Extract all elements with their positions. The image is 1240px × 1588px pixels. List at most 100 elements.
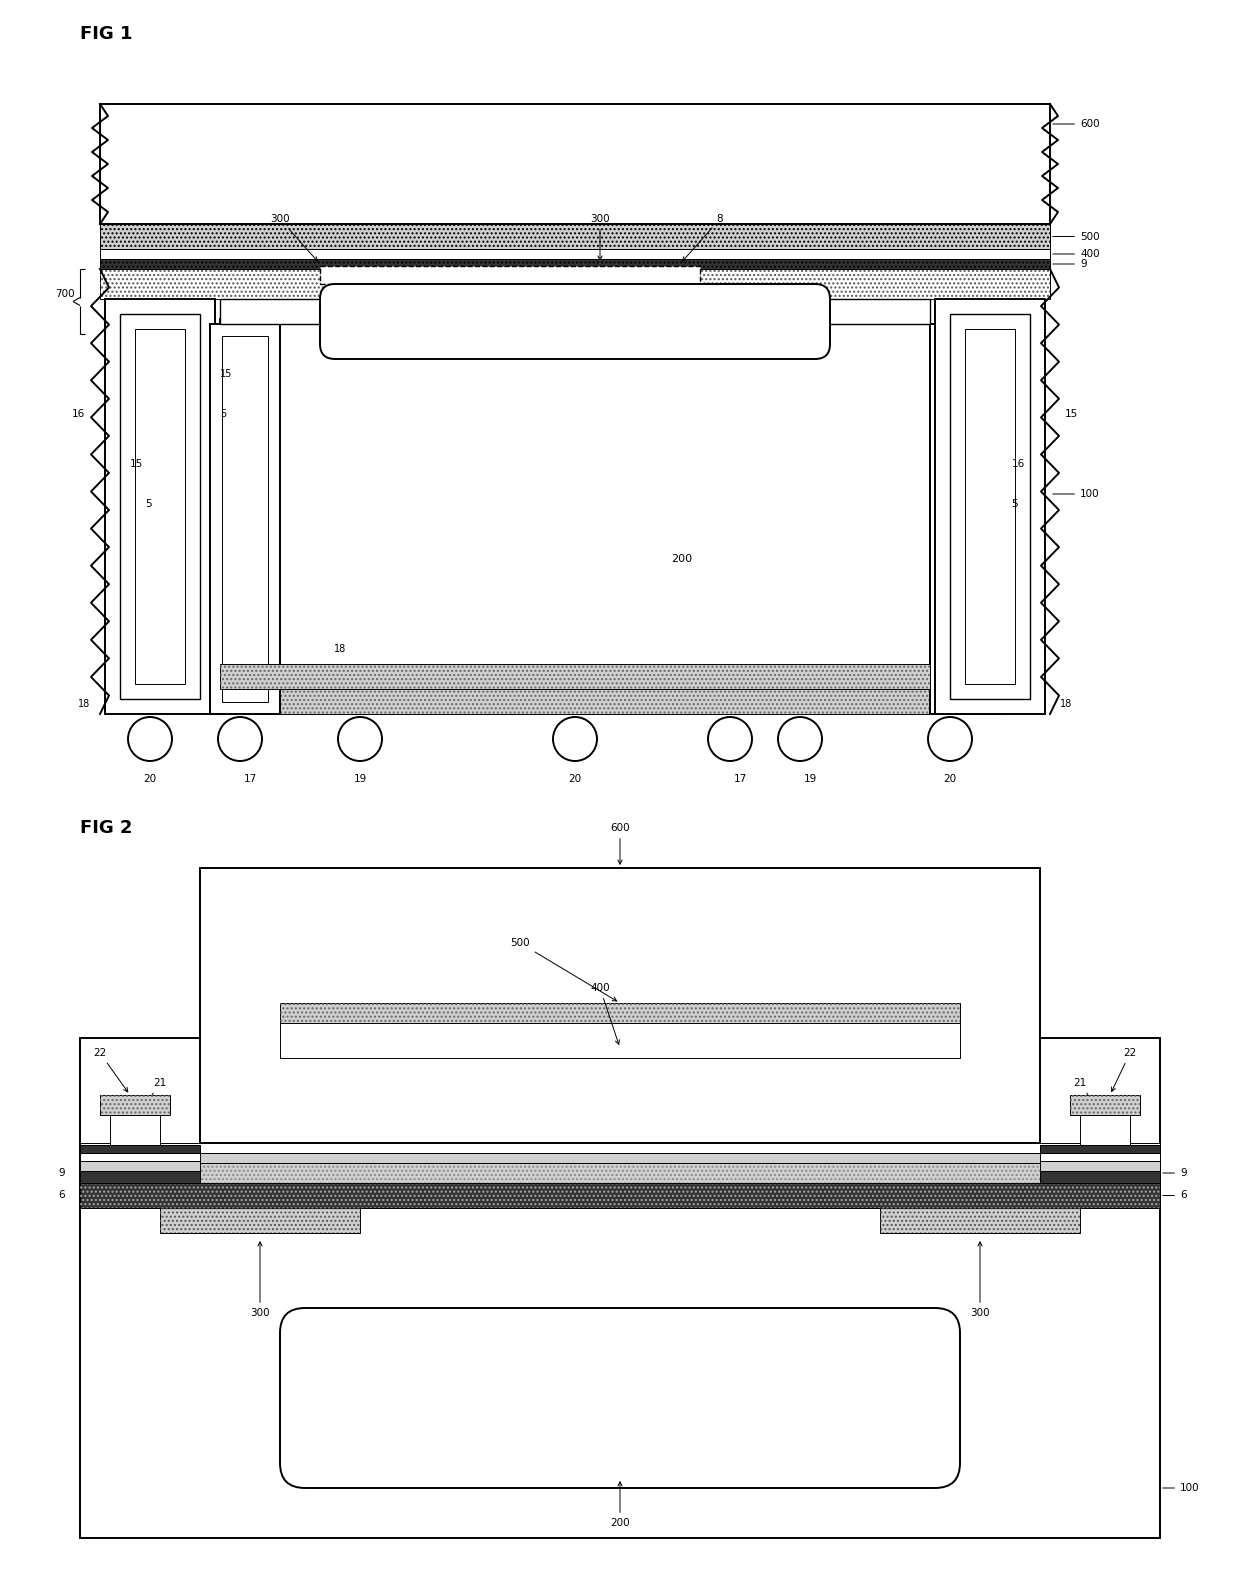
- Text: 9: 9: [1053, 259, 1086, 268]
- Bar: [1040, 1153, 1159, 1161]
- Circle shape: [128, 718, 172, 761]
- Text: 5: 5: [1012, 499, 1018, 510]
- Bar: [219, 664, 930, 689]
- Text: 210: 210: [531, 672, 549, 681]
- Bar: [935, 299, 1045, 715]
- Text: 22: 22: [93, 1048, 128, 1093]
- Text: 22: 22: [1111, 1048, 1137, 1091]
- Text: 9: 9: [1163, 1169, 1187, 1178]
- Bar: [81, 1039, 1159, 1539]
- Text: 17: 17: [243, 773, 257, 784]
- Text: 300: 300: [970, 1242, 990, 1318]
- FancyBboxPatch shape: [280, 1309, 960, 1488]
- Bar: [280, 1023, 960, 1058]
- Text: 400: 400: [1053, 249, 1100, 259]
- Text: 100: 100: [1163, 1483, 1199, 1493]
- Text: 600: 600: [610, 823, 630, 864]
- Bar: [219, 689, 930, 715]
- Text: 18: 18: [78, 699, 91, 708]
- Bar: [1070, 1096, 1140, 1115]
- Text: 12: 12: [284, 672, 296, 681]
- Bar: [200, 869, 1040, 1143]
- Circle shape: [928, 718, 972, 761]
- Text: 15: 15: [1065, 410, 1079, 419]
- Bar: [81, 1170, 200, 1183]
- Text: 13: 13: [568, 316, 582, 327]
- Bar: [81, 1183, 1159, 1208]
- Text: 15: 15: [219, 368, 232, 380]
- Bar: [100, 259, 1050, 268]
- Circle shape: [339, 718, 382, 761]
- Text: 700: 700: [56, 289, 74, 299]
- Text: 16: 16: [959, 310, 971, 319]
- Bar: [81, 1153, 1159, 1162]
- Text: 16: 16: [72, 410, 86, 419]
- Bar: [320, 267, 701, 284]
- Text: 200: 200: [671, 554, 692, 564]
- Circle shape: [708, 718, 751, 761]
- Text: 6: 6: [58, 1191, 64, 1201]
- Text: 18: 18: [334, 645, 346, 654]
- Circle shape: [218, 718, 262, 761]
- Text: 19: 19: [804, 773, 817, 784]
- Text: 300: 300: [270, 214, 317, 260]
- Bar: [135, 329, 185, 684]
- Text: 16: 16: [1012, 459, 1025, 468]
- Text: 18: 18: [1060, 699, 1073, 708]
- Bar: [942, 337, 988, 702]
- Bar: [219, 689, 930, 715]
- Bar: [460, 299, 689, 324]
- Text: 110: 110: [231, 310, 249, 319]
- Text: 400: 400: [590, 983, 620, 1045]
- Bar: [160, 1208, 360, 1232]
- Bar: [950, 314, 1030, 699]
- Bar: [880, 1208, 1080, 1232]
- Bar: [105, 299, 215, 715]
- Text: 8: 8: [682, 214, 723, 260]
- Bar: [770, 299, 930, 324]
- Bar: [219, 299, 379, 324]
- Bar: [81, 1162, 1159, 1183]
- Bar: [1040, 1161, 1159, 1170]
- Text: 300: 300: [250, 1242, 270, 1318]
- Text: 20: 20: [568, 773, 582, 784]
- Text: 9: 9: [58, 1169, 64, 1178]
- Bar: [110, 1115, 160, 1145]
- Text: 20: 20: [144, 773, 156, 784]
- Text: 600: 600: [1053, 119, 1100, 129]
- Bar: [81, 1153, 200, 1161]
- Bar: [100, 224, 1050, 249]
- Bar: [280, 1004, 960, 1023]
- Text: 20: 20: [944, 773, 956, 784]
- Bar: [1070, 1096, 1140, 1115]
- Text: FIG 1: FIG 1: [81, 25, 133, 43]
- Bar: [210, 324, 280, 715]
- Text: 21: 21: [1074, 1078, 1107, 1124]
- Bar: [100, 1096, 170, 1115]
- Bar: [100, 224, 1050, 249]
- Bar: [81, 1145, 200, 1153]
- Bar: [81, 1162, 1159, 1183]
- Text: 500: 500: [510, 939, 616, 1000]
- Text: 5: 5: [219, 410, 226, 419]
- Bar: [965, 329, 1016, 684]
- Circle shape: [777, 718, 822, 761]
- Text: FIG 2: FIG 2: [81, 819, 133, 837]
- Text: 500: 500: [1053, 232, 1100, 241]
- Bar: [160, 1208, 360, 1232]
- Bar: [100, 268, 1050, 299]
- Bar: [81, 1183, 1159, 1208]
- Text: 19: 19: [353, 773, 367, 784]
- Text: 17: 17: [733, 773, 746, 784]
- Bar: [100, 259, 1050, 268]
- Bar: [120, 314, 200, 699]
- Text: 6: 6: [1163, 1191, 1187, 1201]
- Text: 300: 300: [590, 214, 610, 260]
- Bar: [81, 1161, 200, 1170]
- Bar: [880, 1208, 1080, 1232]
- Text: 5: 5: [145, 499, 151, 510]
- Bar: [219, 319, 930, 689]
- Bar: [100, 1096, 170, 1115]
- Bar: [100, 268, 1050, 299]
- Text: 15: 15: [130, 459, 144, 468]
